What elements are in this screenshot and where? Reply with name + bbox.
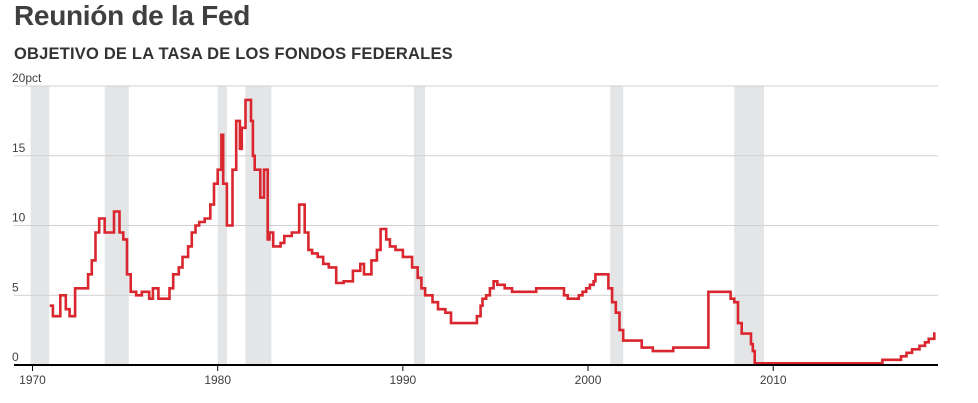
x-tick-label-1970: 1970 bbox=[19, 373, 46, 387]
x-tick-label-2010: 2010 bbox=[760, 373, 787, 387]
y-tick-label-15: 15 bbox=[12, 141, 26, 155]
chart-subtitle: OBJETIVO DE LA TASA DE LOS FONDOS FEDERA… bbox=[14, 45, 453, 63]
y-tick-label-0: 0 bbox=[12, 350, 19, 364]
y-tick-label-20: 20pct bbox=[12, 71, 42, 85]
x-tick-label-1980: 1980 bbox=[204, 373, 231, 387]
y-tick-label-5: 5 bbox=[12, 280, 19, 294]
x-tick-label-2000: 2000 bbox=[575, 373, 602, 387]
chart-title: Reunión de la Fed bbox=[14, 0, 251, 31]
series-layer bbox=[49, 98, 936, 365]
series-line-0 bbox=[49, 98, 936, 365]
y-axis-ticks: 0 5 10 15 20pct bbox=[12, 71, 42, 364]
x-tick-label-1990: 1990 bbox=[390, 373, 417, 387]
y-tick-label-10: 10 bbox=[12, 211, 26, 225]
x-axis-ticks: 1970 1980 1990 2000 2010 bbox=[19, 365, 787, 387]
gridlines bbox=[14, 85, 938, 296]
